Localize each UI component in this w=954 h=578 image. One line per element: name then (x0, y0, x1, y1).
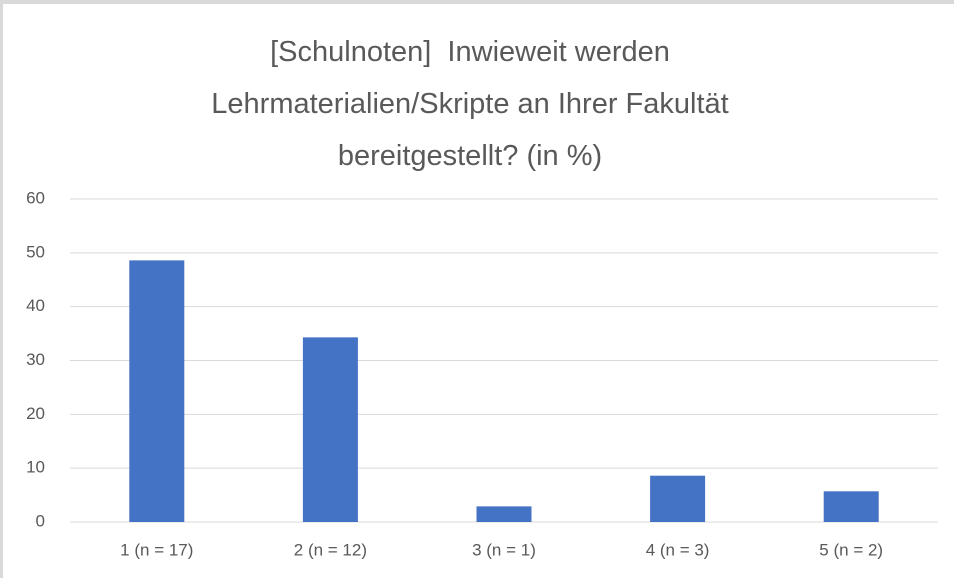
frame-top (0, 0, 954, 4)
x-tick-label: 5 (n = 2) (819, 540, 883, 559)
x-tick-label: 3 (n = 1) (472, 540, 536, 559)
x-tick-label: 2 (n = 12) (294, 540, 367, 559)
x-tick-label: 1 (n = 17) (120, 540, 193, 559)
bar (650, 475, 706, 522)
chart-title: [Schulnoten] Inwieweit werden Lehrmateri… (211, 36, 737, 172)
bar (302, 337, 358, 522)
bar (823, 491, 879, 522)
bar (476, 506, 532, 522)
y-tick-label: 40 (26, 296, 45, 315)
y-tick-label: 0 (36, 511, 45, 530)
y-tick-label: 50 (26, 242, 45, 261)
x-tick-label: 4 (n = 3) (646, 540, 710, 559)
bar (129, 260, 185, 522)
y-tick-label: 60 (26, 188, 45, 207)
y-tick-label: 20 (26, 404, 45, 423)
frame-left (0, 0, 3, 578)
y-tick-label: 30 (26, 350, 45, 369)
y-tick-label: 10 (26, 458, 45, 477)
